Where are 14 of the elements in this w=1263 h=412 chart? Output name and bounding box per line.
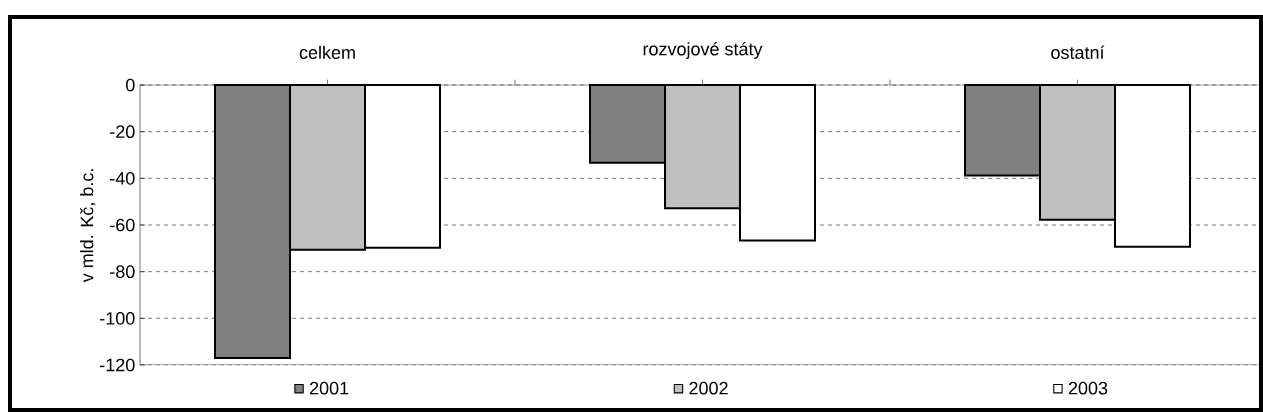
y-tick-label: -40 [110,171,135,185]
legend-label: 2003 [1068,381,1108,395]
x-tick-label: rozvojové státy [643,41,763,59]
y-tick-label: 0 [126,78,135,92]
legend-label: 2001 [309,381,349,395]
x-tick-label: ostatní [1051,45,1105,59]
legend-label: 2002 [689,381,728,395]
y-tick-label: -120 [100,358,135,372]
x-tick-label: celkem [299,45,355,59]
y-tick-label: -100 [100,311,135,325]
y-tick-label: -20 [110,125,135,139]
y-tick-label: -80 [110,265,135,279]
y-tick-label: -60 [110,218,135,232]
y-axis-title: v mld. Kč, b.c. [80,169,96,283]
